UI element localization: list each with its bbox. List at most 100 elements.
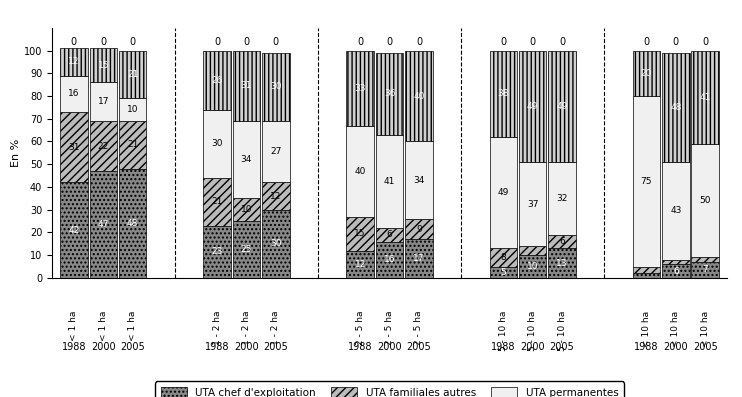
Text: 34: 34 (240, 155, 252, 164)
Text: 40: 40 (355, 166, 366, 175)
Text: 34: 34 (413, 175, 424, 185)
Bar (60, 182, 88, 278)
Bar (692, 144, 719, 257)
Text: < 1 ha: < 1 ha (70, 310, 79, 341)
Text: < 10 ha: < 10 ha (672, 310, 680, 347)
Bar (90, 82, 117, 121)
Bar (633, 266, 660, 274)
Bar (519, 50, 546, 162)
Text: 6: 6 (673, 266, 679, 276)
Text: 15: 15 (355, 229, 366, 238)
Text: 12: 12 (68, 58, 79, 66)
Bar (519, 162, 546, 246)
Bar (490, 50, 517, 137)
Bar (347, 251, 374, 278)
Text: 30: 30 (270, 83, 281, 91)
Bar (203, 225, 231, 278)
Bar (692, 257, 719, 262)
Text: 30: 30 (211, 139, 223, 148)
Text: 2 - 5 ha: 2 - 5 ha (415, 310, 424, 345)
Text: 0: 0 (357, 37, 363, 47)
Bar (119, 98, 146, 121)
Text: 0: 0 (416, 37, 422, 47)
Bar (548, 162, 576, 235)
Text: 0: 0 (673, 37, 679, 47)
Text: 2005: 2005 (407, 342, 431, 352)
Text: 23: 23 (211, 247, 223, 256)
Text: 49: 49 (556, 102, 568, 111)
Bar (490, 137, 517, 249)
Bar (347, 216, 374, 251)
Text: 38: 38 (498, 89, 509, 98)
Text: 5 - 10 ha: 5 - 10 ha (528, 310, 537, 351)
Bar (692, 50, 719, 144)
Bar (376, 135, 403, 228)
Text: 1 - 2 ha: 1 - 2 ha (272, 310, 280, 345)
Text: 50: 50 (700, 196, 711, 205)
Text: 21: 21 (127, 141, 139, 149)
Text: 2005: 2005 (550, 342, 574, 352)
Text: 9: 9 (416, 225, 422, 233)
Text: 0: 0 (243, 37, 249, 47)
Text: 0: 0 (702, 37, 709, 47)
Bar (262, 182, 289, 210)
Bar (405, 50, 433, 141)
Bar (662, 264, 689, 278)
Text: 0: 0 (559, 37, 565, 47)
Bar (262, 210, 289, 278)
Text: 48: 48 (670, 103, 681, 112)
Text: 33: 33 (355, 83, 366, 93)
Bar (347, 125, 374, 216)
Text: 2005: 2005 (693, 342, 718, 352)
Text: 2000: 2000 (377, 342, 402, 352)
Bar (548, 50, 576, 162)
Text: 1988: 1988 (634, 342, 659, 352)
Text: 26: 26 (211, 75, 223, 85)
Text: 21: 21 (211, 197, 223, 206)
Text: 0: 0 (100, 37, 106, 47)
Bar (376, 241, 403, 278)
Bar (90, 171, 117, 278)
Text: < 10 ha: < 10 ha (642, 310, 651, 347)
Text: 12: 12 (270, 191, 281, 200)
Text: 5 - 10 ha: 5 - 10 ha (557, 310, 567, 351)
Bar (405, 219, 433, 239)
Text: 15: 15 (97, 61, 109, 70)
Text: 49: 49 (498, 188, 509, 197)
Text: 22: 22 (98, 141, 109, 150)
Bar (692, 262, 719, 278)
Text: < 1 ha: < 1 ha (128, 310, 137, 341)
Text: 16: 16 (68, 89, 79, 98)
Text: 36: 36 (384, 89, 395, 98)
Text: < 10 ha: < 10 ha (700, 310, 709, 347)
Bar (548, 249, 576, 278)
Bar (119, 169, 146, 278)
Text: 0: 0 (70, 37, 77, 47)
Text: 30: 30 (270, 239, 281, 248)
Bar (548, 235, 576, 249)
Text: 0: 0 (500, 37, 506, 47)
Bar (233, 121, 260, 198)
Bar (60, 112, 88, 182)
Bar (203, 110, 231, 178)
Text: 6: 6 (387, 230, 393, 239)
Y-axis label: En %: En % (11, 139, 21, 167)
Text: 2000: 2000 (663, 342, 688, 352)
Text: 10: 10 (240, 205, 252, 214)
Text: 0: 0 (214, 37, 220, 47)
Bar (633, 50, 660, 96)
Text: 31: 31 (68, 143, 79, 152)
Text: 2000: 2000 (91, 342, 116, 352)
Bar (203, 50, 231, 110)
Bar (233, 50, 260, 121)
Bar (519, 255, 546, 278)
Text: 37: 37 (527, 200, 539, 208)
Text: 2000: 2000 (234, 342, 259, 352)
Text: 5: 5 (500, 268, 506, 277)
Text: 17: 17 (413, 254, 424, 263)
Text: 1988: 1988 (62, 342, 86, 352)
Bar (203, 178, 231, 225)
Text: 21: 21 (127, 70, 139, 79)
Text: 2005: 2005 (120, 342, 145, 352)
Text: 49: 49 (527, 102, 539, 111)
